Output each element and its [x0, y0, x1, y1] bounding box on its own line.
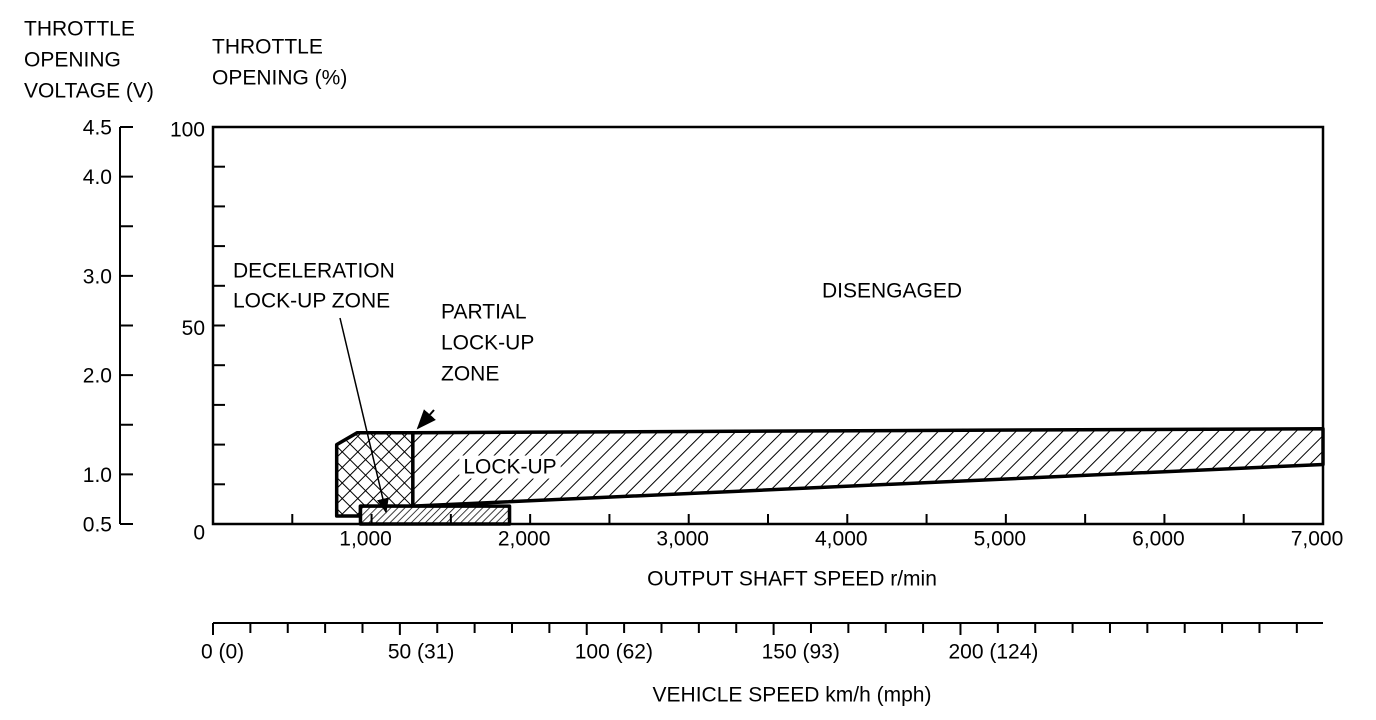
y2-tick-label: 4.0: [83, 166, 112, 189]
x-tick-label: 4,000: [815, 528, 868, 551]
zone-label: LOCK-UP: [441, 332, 534, 355]
y2-axis-title: THROTTLE: [24, 18, 135, 41]
x2-tick-label: 200 (124): [948, 641, 1038, 664]
y-tick-label: 0: [193, 522, 205, 545]
y2-tick-label: 1.0: [83, 464, 112, 487]
zone-label: ZONE: [441, 363, 499, 386]
x2-tick-label: 50 (31): [388, 641, 455, 664]
x2-tick-label: 100 (62): [575, 641, 653, 664]
partial-arrow: [416, 409, 436, 430]
x2-tick-label: 0 (0): [201, 641, 244, 664]
x-tick-label: 1,000: [339, 528, 392, 551]
x-tick-label: 3,000: [656, 528, 709, 551]
y-axis-title: OPENING (%): [212, 67, 347, 90]
zone-label: PARTIAL: [441, 301, 527, 324]
y-tick-label: 100: [170, 119, 205, 142]
y-tick-label: 50: [182, 317, 205, 340]
x2-axis-title: VEHICLE SPEED km/h (mph): [653, 684, 932, 707]
zone-label-bg: [459, 455, 561, 479]
zone: [358, 504, 512, 526]
zone-label: LOCK-UP ZONE: [233, 290, 390, 313]
deceleration-arrow: [339, 317, 389, 514]
x-tick-label: 2,000: [498, 528, 551, 551]
x-tick-label: 5,000: [974, 528, 1027, 551]
zone: [334, 430, 415, 518]
x2-tick-label: 150 (93): [762, 641, 840, 664]
y2-tick-label: 3.0: [83, 265, 112, 288]
y-axis-title: THROTTLE: [212, 36, 323, 59]
y2-axis-title: VOLTAGE (V): [24, 80, 154, 103]
annotation: DISENGAGED: [822, 280, 962, 303]
zone-label: DECELERATION: [233, 260, 395, 283]
zone-label: LOCK-UP: [463, 456, 556, 479]
x-tick-label: 7,000: [1291, 528, 1344, 551]
y2-tick-label: 4.5: [83, 117, 112, 140]
x-tick-label: 6,000: [1132, 528, 1185, 551]
y2-axis-title: OPENING: [24, 49, 121, 72]
y2-tick-label: 0.5: [83, 514, 112, 537]
x-axis-title: OUTPUT SHAFT SPEED r/min: [647, 568, 937, 591]
y2-tick-label: 2.0: [83, 365, 112, 388]
